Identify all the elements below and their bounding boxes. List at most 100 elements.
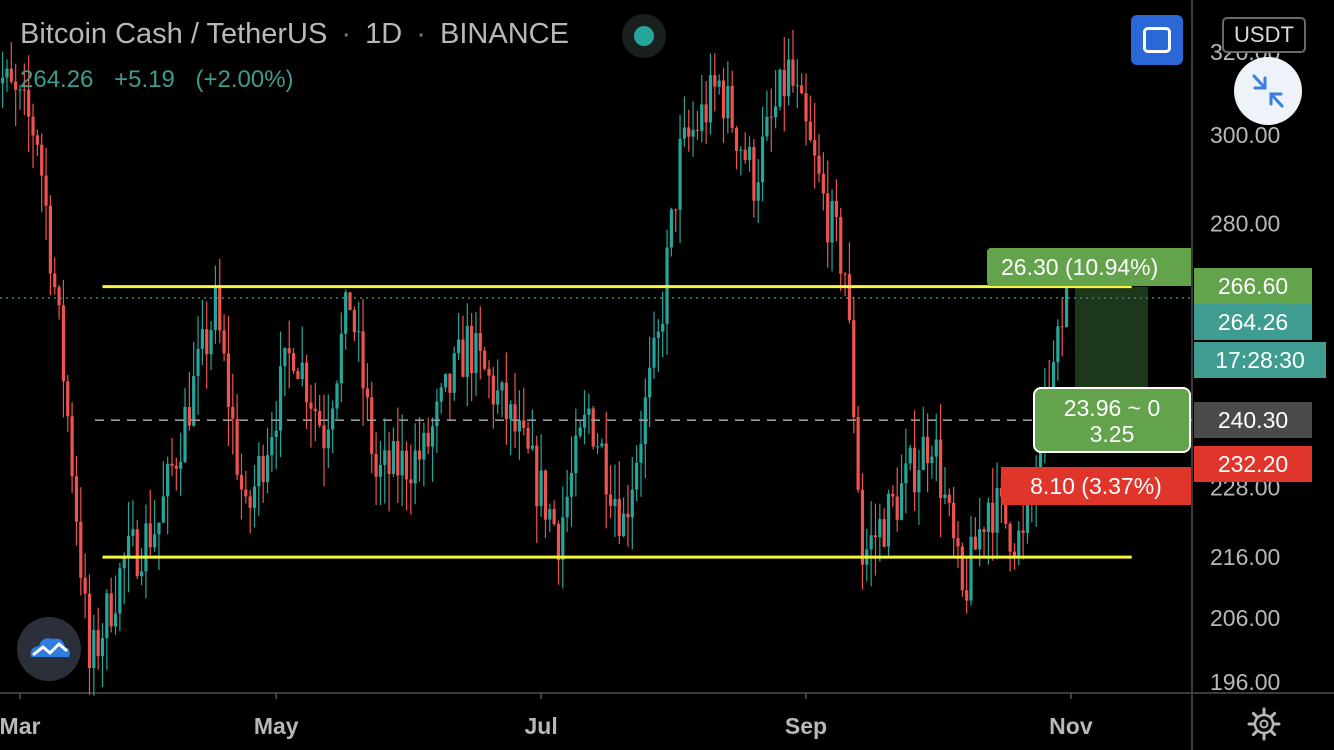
- candle-body: [704, 104, 708, 123]
- candle-body: [278, 366, 283, 431]
- candle-body: [678, 138, 682, 210]
- candle-body: [174, 465, 178, 469]
- symbol-legend[interactable]: Bitcoin Cash / TetherUS · 1D · BINANCE: [20, 18, 569, 51]
- y-tick-label: 206.00: [1210, 605, 1280, 631]
- candle-body: [813, 140, 817, 156]
- candle-body: [834, 201, 838, 218]
- candle-body: [139, 571, 144, 577]
- candle-body: [956, 538, 960, 547]
- candle-body: [443, 373, 448, 388]
- chart-axes: 320.00300.00280.00228.00216.00206.00196.…: [0, 39, 1280, 739]
- candle-body: [717, 80, 721, 87]
- currency-button[interactable]: USDT: [1222, 17, 1306, 53]
- candle-body: [826, 193, 830, 243]
- candle-body: [600, 443, 604, 447]
- candle-body: [209, 330, 213, 355]
- collapse-button[interactable]: [1234, 57, 1302, 125]
- candle-body: [413, 450, 417, 484]
- candle-body: [504, 382, 508, 420]
- candle-body: [721, 80, 726, 119]
- candle-body: [1021, 530, 1025, 533]
- candle-body: [886, 493, 891, 547]
- candle-body: [939, 439, 943, 499]
- candle-body: [582, 414, 587, 428]
- candle-body: [661, 323, 665, 332]
- candle-body: [430, 426, 435, 447]
- candle-body: [27, 89, 31, 117]
- candle-body: [1025, 499, 1030, 533]
- x-tick-label: May: [254, 713, 299, 739]
- candle-body: [587, 408, 591, 415]
- candle-body: [617, 498, 621, 537]
- candle-body: [591, 408, 595, 447]
- market-status-dot-icon[interactable]: [622, 14, 666, 58]
- candle-body: [556, 524, 561, 561]
- candle-body: [79, 521, 83, 578]
- candle-body: [1008, 523, 1012, 552]
- candle-body: [339, 333, 343, 384]
- bar-countdown-tag: 17:28:30: [1194, 342, 1326, 378]
- candle-body: [656, 331, 660, 338]
- collapse-arrows-icon: [1252, 74, 1284, 108]
- candle-body: [669, 209, 673, 248]
- interval-label[interactable]: 1D: [365, 18, 403, 50]
- candle-body: [1004, 496, 1008, 524]
- candle-body: [943, 494, 947, 499]
- x-tick-label: Mar: [0, 713, 40, 739]
- candle-body: [448, 373, 452, 393]
- candle-body: [522, 420, 526, 428]
- x-tick-label: Jul: [524, 713, 557, 739]
- candle-body: [517, 420, 521, 432]
- candle-body: [973, 536, 977, 550]
- candle-body: [830, 201, 834, 243]
- candle-body: [535, 445, 539, 507]
- candle-body: [648, 367, 652, 398]
- target-profit-label[interactable]: 26.30 (10.94%): [987, 248, 1191, 286]
- candle-body: [873, 535, 878, 538]
- candle-body: [483, 350, 487, 369]
- candle-body: [404, 450, 409, 480]
- candle-body: [166, 463, 170, 497]
- candle-body: [422, 432, 426, 460]
- fullscreen-button[interactable]: [1131, 15, 1183, 65]
- candle-body: [248, 496, 252, 508]
- candle-body: [118, 568, 122, 614]
- candle-body: [695, 129, 700, 131]
- candle-body: [978, 529, 982, 550]
- tradingview-logo-button[interactable]: [17, 617, 81, 681]
- candle-body: [331, 408, 335, 430]
- candle-body: [257, 456, 261, 487]
- candle-body: [231, 406, 235, 419]
- candle-body: [426, 432, 430, 447]
- candle-body: [509, 404, 513, 420]
- risk-reward-box[interactable]: 23.96 ~ 0 3.25: [1033, 387, 1191, 453]
- candle-body: [713, 75, 717, 87]
- candle-body: [760, 136, 765, 183]
- candle-body: [912, 447, 917, 493]
- candle-body: [1064, 288, 1069, 328]
- candle-body: [860, 489, 865, 565]
- candle-body: [908, 447, 912, 464]
- candle-body: [357, 331, 361, 333]
- legend-separator: ·: [416, 18, 426, 50]
- candle-body: [626, 513, 630, 518]
- candle-body: [222, 330, 226, 354]
- candle-body: [270, 437, 274, 456]
- candle-body: [1017, 530, 1021, 556]
- y-tick-label: 216.00: [1210, 544, 1280, 570]
- candle-body: [400, 450, 404, 476]
- candle-body: [470, 325, 474, 374]
- candle-body: [305, 362, 309, 403]
- candle-body: [48, 205, 52, 274]
- candle-body: [361, 331, 365, 389]
- settings-button[interactable]: [1246, 706, 1282, 742]
- risk-reward-line1: 23.96 ~ 0: [1063, 395, 1161, 421]
- candle-body: [800, 85, 804, 94]
- candle-body: [595, 446, 600, 448]
- stop-loss-label[interactable]: 8.10 (3.37%): [1001, 467, 1191, 505]
- candle-body: [1060, 326, 1064, 328]
- candle-body: [92, 630, 96, 669]
- candle-body: [991, 502, 995, 533]
